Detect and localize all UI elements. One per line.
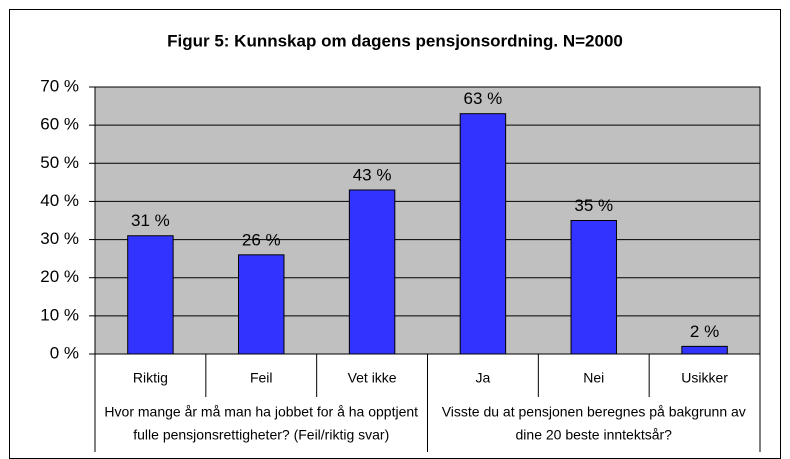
y-tick-label: 70 % xyxy=(40,76,79,95)
y-tick-label: 0 % xyxy=(50,343,79,362)
bar xyxy=(348,189,396,355)
x-tick-label: Nei xyxy=(583,370,604,386)
x-tick-label: Ja xyxy=(476,370,491,386)
bar xyxy=(459,113,507,355)
y-tick-label: 10 % xyxy=(40,305,79,324)
group-label: Visste du at pensjonen beregnes på bakgr… xyxy=(442,404,746,420)
plot-area xyxy=(95,87,760,354)
bar xyxy=(681,345,728,355)
value-label: 43 % xyxy=(353,165,392,184)
value-label: 63 % xyxy=(464,89,503,108)
bar xyxy=(127,235,174,355)
y-tick-label: 40 % xyxy=(40,191,79,210)
value-label: 2 % xyxy=(690,322,719,341)
x-tick-label: Vet ikke xyxy=(348,370,397,386)
y-tick-label: 60 % xyxy=(40,115,79,134)
group-label: dine 20 beste inntektsår? xyxy=(516,427,673,443)
x-tick-label: Feil xyxy=(250,370,273,386)
group-label: Hvor mange år må man ha jobbet for å ha … xyxy=(104,404,418,420)
bar xyxy=(238,254,285,355)
bar xyxy=(570,220,617,355)
value-label: 31 % xyxy=(131,211,170,230)
y-tick-label: 50 % xyxy=(40,153,79,172)
x-tick-label: Riktig xyxy=(133,370,168,386)
x-tick-label: Usikker xyxy=(681,370,728,386)
value-label: 26 % xyxy=(242,230,281,249)
group-label: fulle pensjonsrettigheter? (Feil/riktig … xyxy=(133,427,389,443)
chart-title: Figur 5: Kunnskap om dagens pensjonsordn… xyxy=(167,31,623,50)
value-label: 35 % xyxy=(574,196,613,215)
y-tick-label: 30 % xyxy=(40,229,79,248)
y-tick-label: 20 % xyxy=(40,267,79,286)
